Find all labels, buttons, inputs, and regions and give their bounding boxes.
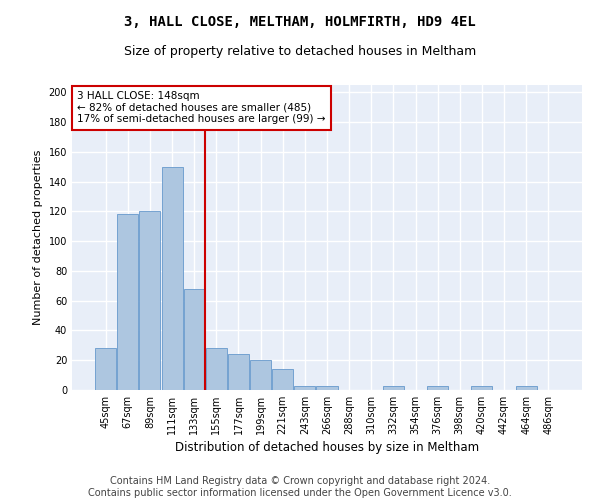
Bar bbox=[95, 348, 116, 390]
Y-axis label: Number of detached properties: Number of detached properties bbox=[33, 150, 43, 325]
Bar bbox=[383, 386, 404, 390]
Bar bbox=[515, 386, 536, 390]
Text: Size of property relative to detached houses in Meltham: Size of property relative to detached ho… bbox=[124, 45, 476, 58]
Bar bbox=[272, 369, 293, 390]
Text: 3, HALL CLOSE, MELTHAM, HOLMFIRTH, HD9 4EL: 3, HALL CLOSE, MELTHAM, HOLMFIRTH, HD9 4… bbox=[124, 15, 476, 29]
Bar bbox=[228, 354, 249, 390]
Bar bbox=[316, 386, 338, 390]
X-axis label: Distribution of detached houses by size in Meltham: Distribution of detached houses by size … bbox=[175, 441, 479, 454]
Bar bbox=[118, 214, 139, 390]
Bar bbox=[184, 289, 205, 390]
Bar bbox=[295, 386, 316, 390]
Bar bbox=[161, 167, 182, 390]
Text: Contains HM Land Registry data © Crown copyright and database right 2024.
Contai: Contains HM Land Registry data © Crown c… bbox=[88, 476, 512, 498]
Bar bbox=[206, 348, 227, 390]
Bar bbox=[472, 386, 493, 390]
Bar bbox=[250, 360, 271, 390]
Bar bbox=[139, 212, 160, 390]
Bar bbox=[427, 386, 448, 390]
Text: 3 HALL CLOSE: 148sqm
← 82% of detached houses are smaller (485)
17% of semi-deta: 3 HALL CLOSE: 148sqm ← 82% of detached h… bbox=[77, 91, 326, 124]
